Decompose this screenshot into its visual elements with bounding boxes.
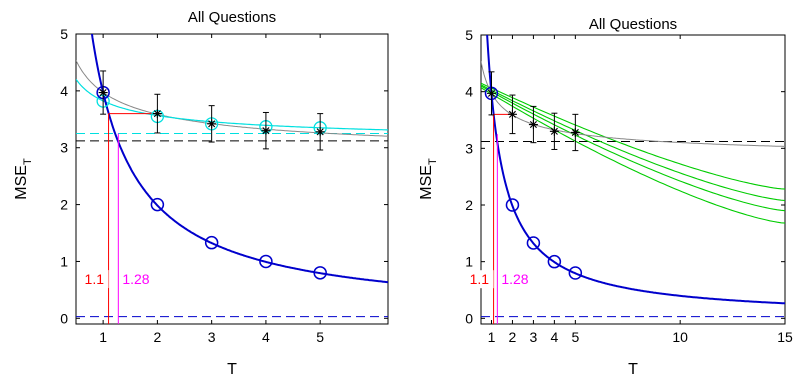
right-axes-frame — [480, 34, 786, 325]
right-y-tick-label: 1 — [465, 254, 473, 270]
right-x-tick-label: 1 — [488, 329, 496, 345]
right-y-tick-label: 3 — [465, 140, 473, 156]
svg-text:MSET: MSET — [418, 158, 439, 200]
left-chart-title: All Questions — [188, 9, 276, 26]
right-star-point — [507, 109, 517, 119]
left-blue-point — [204, 235, 219, 250]
right-green-curve-1 — [481, 82, 785, 190]
right-annotation-label: 1.1 — [470, 271, 490, 287]
right-green-curve-3 — [481, 85, 785, 212]
right-x-tick-label: 15 — [777, 329, 793, 345]
right-y-tick-label: 5 — [465, 27, 473, 43]
left-x-tick-label: 1 — [99, 329, 107, 345]
left-y-tick-label: 4 — [60, 83, 68, 99]
right-y-tick-label: 0 — [465, 310, 473, 326]
left-x-tick-label: 2 — [153, 329, 161, 345]
left-y-label-main: MSE — [13, 165, 30, 200]
left-annotation-label: 1.1 — [85, 271, 105, 287]
right-star-point — [570, 127, 580, 137]
left-y-label-subscript: T — [22, 158, 34, 165]
left-annotation-bg — [120, 270, 159, 289]
left-star-point — [261, 126, 271, 136]
left-x-axis-label: T — [227, 361, 237, 378]
left-x-tick-label: 5 — [316, 329, 324, 345]
right-x-tick-label: 5 — [571, 329, 579, 345]
left-blue-point — [259, 254, 273, 269]
svg-text:MSET: MSET — [13, 158, 34, 200]
right-blue-curve — [486, 35, 785, 305]
left-blue-curve — [90, 34, 388, 284]
right-green-curve-2 — [481, 84, 785, 202]
left-blue-point — [150, 197, 165, 212]
left-gray-curve — [76, 60, 388, 137]
right-x-tick-label: 10 — [672, 329, 688, 345]
left-y-axis-label: MSET — [13, 158, 34, 200]
left-plot-content — [76, 34, 388, 324]
right-annotation-bg — [467, 270, 494, 289]
right-y-tick-label: 2 — [465, 197, 473, 213]
right-star-point — [549, 126, 559, 136]
left-annotation-label: 1.28 — [122, 271, 149, 287]
right-blue-point — [568, 266, 583, 280]
right-y-label-main: MSE — [418, 165, 435, 200]
right-blue-point — [505, 198, 520, 212]
right-green-curve-4 — [481, 87, 785, 224]
right-y-label-subscript: T — [427, 158, 439, 165]
left-y-tick-label: 2 — [60, 197, 68, 213]
right-y-tick-label: 4 — [465, 84, 473, 100]
left-y-tick-label: 3 — [60, 140, 68, 156]
left-star-point — [98, 88, 108, 98]
right-annotation-label: 1.28 — [501, 271, 528, 287]
right-blue-point — [547, 254, 562, 269]
right-plot-content — [481, 35, 785, 324]
left-x-tick-label: 3 — [208, 329, 216, 345]
left-x-tick-label: 4 — [262, 329, 270, 345]
left-cyan-curve — [76, 79, 388, 131]
left-star-point — [315, 127, 325, 137]
right-star-point — [486, 88, 496, 98]
right-annotation-bg — [499, 270, 538, 289]
right-gray-curve — [481, 61, 785, 147]
right-x-tick-label: 2 — [509, 329, 517, 345]
left-star-point — [152, 109, 162, 119]
right-blue-point — [526, 236, 541, 250]
left-blue-point — [313, 266, 327, 280]
right-chart-title: All Questions — [589, 16, 677, 33]
left-plot-area: 1 2 3 4 5 0 1 2 3 4 5 1.1 1.28 — [60, 26, 389, 345]
right-y-axis-label: MSET — [418, 158, 439, 200]
left-axes-frame — [75, 33, 389, 325]
left-y-tick-label: 1 — [60, 253, 68, 269]
right-star-point — [528, 120, 538, 130]
left-annotation-bg — [82, 270, 109, 289]
left-y-tick-label: 0 — [60, 310, 68, 326]
right-x-tick-label: 3 — [530, 329, 538, 345]
right-x-tick-label: 4 — [550, 329, 558, 345]
left-y-tick-label: 5 — [60, 26, 68, 42]
right-x-axis-label: T — [628, 361, 638, 378]
left-star-point — [207, 119, 217, 129]
